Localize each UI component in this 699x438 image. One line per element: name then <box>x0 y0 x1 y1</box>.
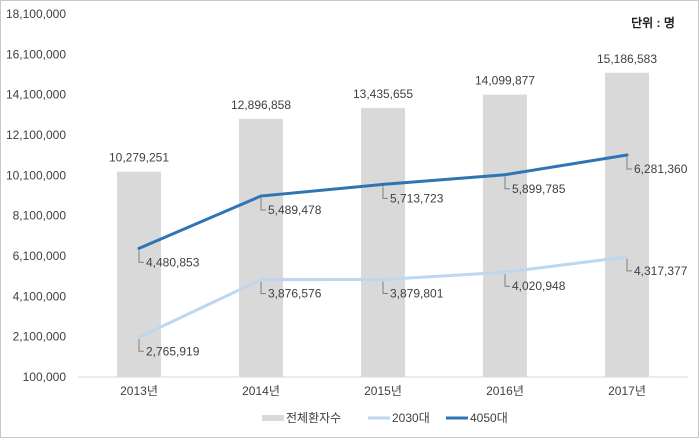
y-tick-label: 16,100,000 <box>6 47 66 61</box>
x-tick-label: 2013년 <box>120 384 158 398</box>
legend-swatch-bar <box>262 415 284 421</box>
line-data-label: 3,879,801 <box>390 287 444 301</box>
leader-line <box>260 281 266 295</box>
line-data-label: 6,281,360 <box>634 162 688 176</box>
line-data-label: 5,899,785 <box>512 182 566 196</box>
y-tick-label: 10,100,000 <box>6 168 66 182</box>
leader-line <box>382 281 388 295</box>
x-tick-label: 2014년 <box>242 384 280 398</box>
line-point <box>625 255 629 259</box>
legend-label: 4050대 <box>470 411 508 425</box>
line-data-label: 5,489,478 <box>268 203 322 217</box>
line-point <box>381 278 385 282</box>
bar <box>361 108 405 377</box>
legend-label: 2030대 <box>392 411 430 425</box>
y-tick-label: 2,100,000 <box>13 330 67 344</box>
leader-line <box>504 274 510 287</box>
line-point <box>625 153 629 157</box>
line-data-label: 4,480,853 <box>146 255 200 269</box>
y-tick-label: 6,100,000 <box>13 249 67 263</box>
x-tick-label: 2016년 <box>486 384 524 398</box>
bar <box>483 94 527 378</box>
line-point <box>137 335 141 339</box>
leader-line <box>260 198 266 211</box>
x-tick-label: 2017년 <box>608 384 646 398</box>
leader-line <box>626 156 632 170</box>
x-tick-label: 2015년 <box>364 384 402 398</box>
leader-line <box>382 186 388 199</box>
line-data-label: 3,876,576 <box>268 287 322 301</box>
bar-data-label: 15,186,583 <box>597 52 657 66</box>
line-data-label: 5,713,723 <box>390 191 444 205</box>
line-data-label: 4,317,377 <box>634 264 688 278</box>
line-point <box>137 246 141 250</box>
leader-line <box>504 176 510 190</box>
leader-line <box>138 339 144 352</box>
leader-line <box>626 258 632 272</box>
y-tick-label: 4,100,000 <box>13 289 67 303</box>
bar-data-label: 12,896,858 <box>231 98 291 112</box>
leader-line <box>138 250 144 263</box>
y-tick-label: 14,100,000 <box>6 88 66 102</box>
line-point <box>259 194 263 198</box>
y-tick-label: 18,100,000 <box>6 7 66 21</box>
line-data-label: 2,765,919 <box>146 344 200 358</box>
bar-data-label: 14,099,877 <box>475 74 535 88</box>
bar <box>239 118 283 378</box>
line-data-label: 4,020,948 <box>512 279 566 293</box>
y-tick-label: 100,000 <box>23 370 67 384</box>
line-point <box>503 270 507 274</box>
bar-data-label: 13,435,655 <box>353 87 413 101</box>
y-tick-label: 8,100,000 <box>13 209 67 223</box>
bar-data-label: 10,279,251 <box>109 151 169 165</box>
line-point <box>381 182 385 186</box>
unit-label: 단위 : 명 <box>631 15 675 30</box>
y-tick-label: 12,100,000 <box>6 128 66 142</box>
line-point <box>259 278 263 282</box>
legend-label: 전체환자수 <box>286 411 341 425</box>
line-point <box>503 173 507 177</box>
bar <box>605 72 649 377</box>
